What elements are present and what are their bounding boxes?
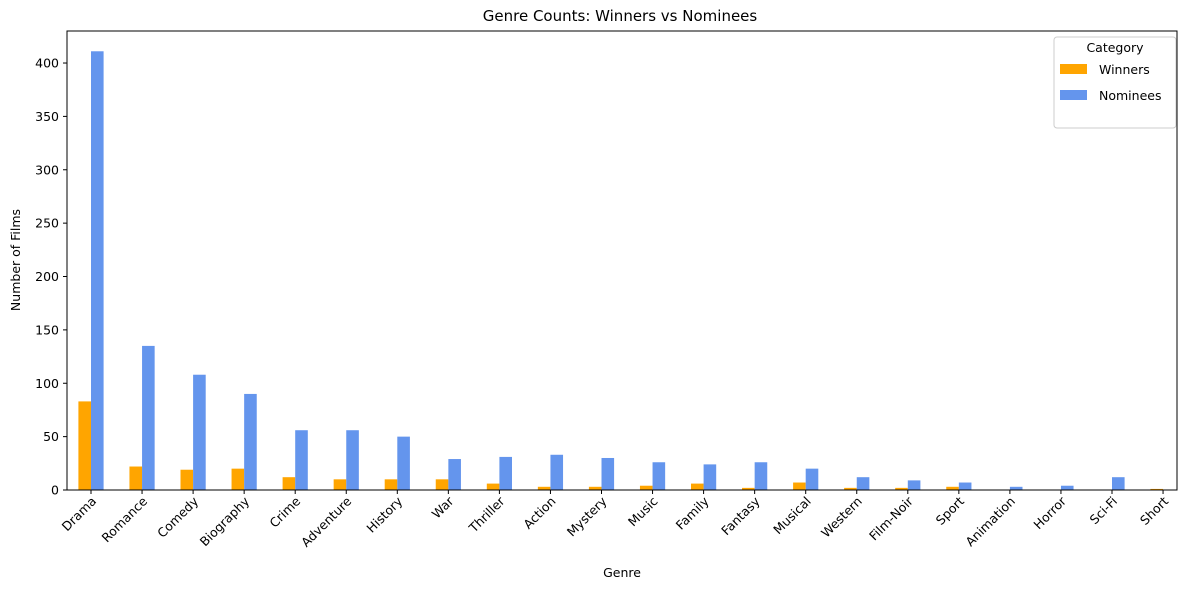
x-tick-label-history: History: [363, 493, 405, 535]
plot-frame: [66, 30, 1178, 491]
bar-winners-history: [384, 479, 398, 490]
x-tick-label-mystery: Mystery: [564, 493, 610, 539]
bar-winners-drama: [78, 401, 91, 490]
bar-nominees-family: [703, 464, 717, 490]
bar-winners-sport: [946, 486, 959, 490]
bar-winners-musical: [793, 482, 806, 490]
bar-nominees-horror: [1060, 485, 1074, 490]
bar-nominees-musical: [805, 468, 819, 490]
bar-winners-mystery: [588, 486, 602, 490]
x-tick-label-fantasy: Fantasy: [718, 493, 763, 538]
y-axis: 0 50 100 150 200 250 300 350 400: [35, 56, 67, 498]
bar-winners-romance: [129, 466, 143, 490]
bar-winners-action: [537, 486, 551, 490]
x-tick-label-animation: Animation: [962, 494, 1018, 550]
x-tick-label-romance: Romance: [98, 493, 150, 545]
bar-winners-crime: [282, 477, 296, 490]
y-tick-label: 150: [35, 322, 59, 337]
legend: Category Winners Nominees: [1053, 36, 1177, 129]
bar-nominees-mystery: [601, 457, 615, 490]
x-tick-label-horror: Horror: [1030, 493, 1069, 532]
y-tick-label: 50: [43, 429, 59, 444]
bar-winners-thriller: [486, 483, 500, 490]
bar-winners-adventure: [333, 479, 347, 490]
bars-layer: [78, 51, 1164, 490]
x-tick-label-drama: Drama: [59, 494, 99, 534]
y-tick-label: 0: [51, 483, 59, 498]
bar-nominees-adventure: [346, 430, 359, 490]
legend-label-winners: Winners: [1099, 62, 1150, 77]
x-tick-label-western: Western: [818, 494, 865, 541]
bar-nominees-western: [856, 477, 870, 490]
bar-nominees-animation: [1009, 486, 1023, 490]
bar-nominees-thriller: [499, 456, 512, 490]
x-tick-label-comedy: Comedy: [154, 493, 202, 541]
bar-nominees-comedy: [193, 374, 206, 490]
legend-title: Category: [1086, 40, 1144, 55]
x-tick-label-crime: Crime: [266, 493, 303, 530]
y-tick-label: 400: [35, 56, 59, 71]
y-axis-label: Number of Films: [8, 209, 23, 311]
bar-nominees-war: [448, 459, 461, 490]
bar-winners-music: [639, 485, 653, 490]
bar-winners-film-noir: [895, 487, 908, 490]
bar-winners-short: [1150, 488, 1164, 490]
y-tick-label: 250: [35, 216, 59, 231]
bar-winners-biography: [231, 468, 245, 490]
y-tick-label: 300: [35, 162, 59, 177]
x-tick-label-action: Action: [520, 494, 558, 532]
bar-winners-war: [435, 479, 449, 490]
bar-nominees-sci-fi: [1112, 477, 1125, 490]
x-tick-label-family: Family: [673, 493, 712, 532]
y-tick-label: 100: [35, 376, 59, 391]
x-tick-label-war: War: [429, 493, 457, 521]
x-tick-label-short: Short: [1137, 493, 1171, 527]
y-tick-label: 350: [35, 109, 59, 124]
bar-nominees-drama: [91, 51, 104, 490]
bar-nominees-crime: [295, 430, 308, 490]
bar-nominees-romance: [142, 345, 155, 490]
bar-nominees-film-noir: [907, 480, 921, 490]
legend-swatch-nominees: [1060, 90, 1087, 100]
x-tick-label-sci-fi: Sci-Fi: [1087, 494, 1121, 528]
x-tick-label-sport: Sport: [933, 493, 967, 527]
legend-box: [1053, 36, 1177, 129]
y-tick-label: 200: [35, 269, 59, 284]
bar-winners-fantasy: [742, 487, 755, 490]
bar-winners-western: [844, 487, 857, 490]
x-tick-label-music: Music: [625, 493, 661, 529]
bar-nominees-sport: [958, 482, 972, 490]
x-tick-label-biography: Biography: [197, 493, 253, 549]
chart-title: Genre Counts: Winners vs Nominees: [483, 7, 758, 25]
bar-nominees-fantasy: [754, 462, 768, 490]
legend-label-nominees: Nominees: [1099, 88, 1161, 103]
x-axis-label: Genre: [603, 565, 641, 580]
bar-nominees-action: [550, 454, 564, 490]
bar-winners-comedy: [180, 469, 194, 490]
bar-winners-family: [691, 483, 704, 490]
x-tick-label-film-noir: Film-Noir: [866, 493, 916, 543]
bar-nominees-music: [652, 462, 666, 490]
x-tick-label-adventure: Adventure: [298, 493, 355, 550]
bar-nominees-biography: [244, 393, 257, 490]
legend-swatch-winners: [1060, 64, 1087, 74]
x-tick-label-musical: Musical: [770, 494, 814, 538]
bar-nominees-history: [397, 436, 410, 490]
x-tick-label-thriller: Thriller: [465, 493, 508, 536]
